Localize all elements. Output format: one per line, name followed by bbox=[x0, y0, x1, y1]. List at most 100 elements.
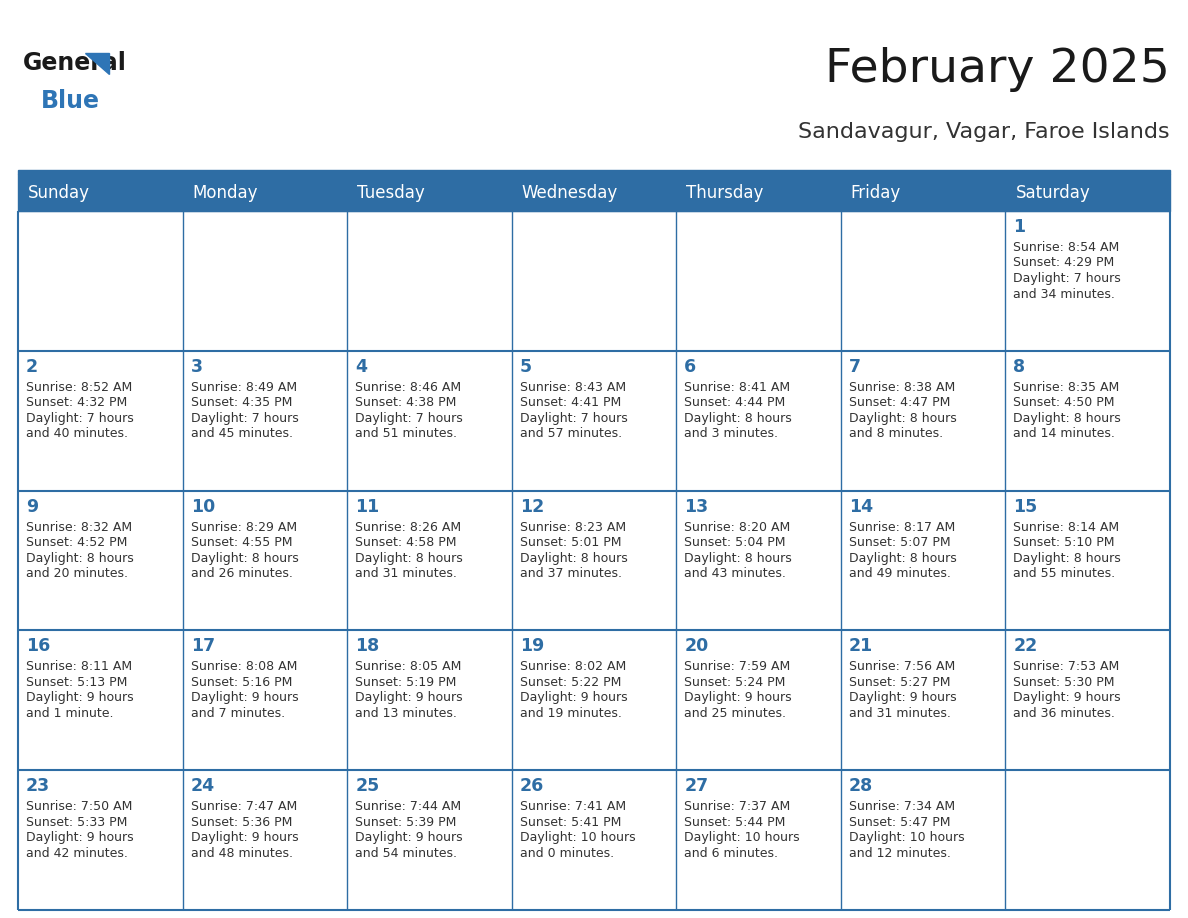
Text: Daylight: 8 hours: Daylight: 8 hours bbox=[26, 552, 134, 565]
Bar bbox=[1005, 351, 1170, 490]
Text: 26: 26 bbox=[519, 778, 544, 795]
Text: 14: 14 bbox=[849, 498, 873, 516]
Bar bbox=[347, 490, 512, 631]
Text: and 54 minutes.: and 54 minutes. bbox=[355, 846, 457, 859]
Text: Sunset: 4:58 PM: Sunset: 4:58 PM bbox=[355, 536, 456, 549]
Text: 9: 9 bbox=[26, 498, 38, 516]
Text: Daylight: 8 hours: Daylight: 8 hours bbox=[190, 552, 298, 565]
Bar bbox=[347, 631, 512, 770]
Bar bbox=[347, 770, 512, 910]
Text: Sunrise: 8:32 AM: Sunrise: 8:32 AM bbox=[26, 521, 132, 533]
Text: Daylight: 8 hours: Daylight: 8 hours bbox=[684, 412, 792, 425]
Text: and 49 minutes.: and 49 minutes. bbox=[849, 567, 950, 580]
Bar bbox=[676, 770, 841, 910]
Text: and 48 minutes.: and 48 minutes. bbox=[190, 846, 292, 859]
Text: Daylight: 9 hours: Daylight: 9 hours bbox=[684, 691, 792, 704]
Text: Sunset: 4:38 PM: Sunset: 4:38 PM bbox=[355, 397, 456, 409]
Text: 11: 11 bbox=[355, 498, 379, 516]
Text: Daylight: 9 hours: Daylight: 9 hours bbox=[190, 691, 298, 704]
Text: and 51 minutes.: and 51 minutes. bbox=[355, 427, 457, 441]
Text: Sunrise: 7:53 AM: Sunrise: 7:53 AM bbox=[1013, 660, 1119, 674]
Text: Sunset: 4:50 PM: Sunset: 4:50 PM bbox=[1013, 397, 1114, 409]
Bar bbox=[512, 351, 676, 490]
Text: and 36 minutes.: and 36 minutes. bbox=[1013, 707, 1116, 720]
Text: Sunset: 5:19 PM: Sunset: 5:19 PM bbox=[355, 676, 456, 688]
Text: Daylight: 8 hours: Daylight: 8 hours bbox=[849, 412, 956, 425]
Text: Sunset: 5:36 PM: Sunset: 5:36 PM bbox=[190, 816, 292, 829]
Text: Daylight: 7 hours: Daylight: 7 hours bbox=[190, 412, 298, 425]
Text: Daylight: 7 hours: Daylight: 7 hours bbox=[26, 412, 134, 425]
Text: and 45 minutes.: and 45 minutes. bbox=[190, 427, 292, 441]
Text: Sunrise: 7:34 AM: Sunrise: 7:34 AM bbox=[849, 800, 955, 813]
Text: Daylight: 9 hours: Daylight: 9 hours bbox=[355, 691, 463, 704]
Text: Tuesday: Tuesday bbox=[358, 184, 425, 201]
Text: Daylight: 10 hours: Daylight: 10 hours bbox=[684, 831, 800, 845]
Text: Sunrise: 8:46 AM: Sunrise: 8:46 AM bbox=[355, 381, 461, 394]
Bar bbox=[512, 490, 676, 631]
Bar bbox=[512, 211, 676, 351]
Text: 24: 24 bbox=[190, 778, 215, 795]
Text: and 6 minutes.: and 6 minutes. bbox=[684, 846, 778, 859]
Text: Daylight: 9 hours: Daylight: 9 hours bbox=[26, 831, 133, 845]
Bar bbox=[841, 351, 1005, 490]
Text: Daylight: 7 hours: Daylight: 7 hours bbox=[355, 412, 463, 425]
Text: Sunrise: 8:14 AM: Sunrise: 8:14 AM bbox=[1013, 521, 1119, 533]
Bar bbox=[18, 170, 1170, 174]
Text: and 31 minutes.: and 31 minutes. bbox=[355, 567, 457, 580]
Bar bbox=[183, 351, 347, 490]
Text: Sunset: 5:27 PM: Sunset: 5:27 PM bbox=[849, 676, 950, 688]
Text: Sunset: 4:29 PM: Sunset: 4:29 PM bbox=[1013, 256, 1114, 270]
Text: Sunrise: 8:35 AM: Sunrise: 8:35 AM bbox=[1013, 381, 1119, 394]
Text: Sunset: 4:44 PM: Sunset: 4:44 PM bbox=[684, 397, 785, 409]
Text: Blue: Blue bbox=[42, 89, 100, 113]
Bar bbox=[18, 770, 183, 910]
Text: 23: 23 bbox=[26, 778, 50, 795]
Text: Sunset: 5:24 PM: Sunset: 5:24 PM bbox=[684, 676, 785, 688]
Bar bbox=[512, 174, 676, 211]
Bar bbox=[841, 174, 1005, 211]
Text: 19: 19 bbox=[519, 637, 544, 655]
Text: Sunrise: 7:37 AM: Sunrise: 7:37 AM bbox=[684, 800, 790, 813]
Bar bbox=[676, 174, 841, 211]
Text: and 40 minutes.: and 40 minutes. bbox=[26, 427, 128, 441]
Text: 12: 12 bbox=[519, 498, 544, 516]
Text: 15: 15 bbox=[1013, 498, 1037, 516]
Polygon shape bbox=[86, 53, 109, 73]
Text: and 3 minutes.: and 3 minutes. bbox=[684, 427, 778, 441]
Text: and 37 minutes.: and 37 minutes. bbox=[519, 567, 621, 580]
Text: Sunrise: 8:26 AM: Sunrise: 8:26 AM bbox=[355, 521, 461, 533]
Text: Daylight: 8 hours: Daylight: 8 hours bbox=[519, 552, 627, 565]
Bar bbox=[1005, 490, 1170, 631]
Text: Wednesday: Wednesday bbox=[522, 184, 618, 201]
Text: and 8 minutes.: and 8 minutes. bbox=[849, 427, 943, 441]
Text: Daylight: 10 hours: Daylight: 10 hours bbox=[849, 831, 965, 845]
Text: Daylight: 8 hours: Daylight: 8 hours bbox=[1013, 412, 1121, 425]
Text: Sunset: 4:47 PM: Sunset: 4:47 PM bbox=[849, 397, 950, 409]
Text: Sunrise: 8:20 AM: Sunrise: 8:20 AM bbox=[684, 521, 790, 533]
Text: Sunrise: 8:29 AM: Sunrise: 8:29 AM bbox=[190, 521, 297, 533]
Text: Thursday: Thursday bbox=[687, 184, 764, 201]
Text: and 20 minutes.: and 20 minutes. bbox=[26, 567, 128, 580]
Text: Sunrise: 8:41 AM: Sunrise: 8:41 AM bbox=[684, 381, 790, 394]
Text: and 31 minutes.: and 31 minutes. bbox=[849, 707, 950, 720]
Text: Daylight: 7 hours: Daylight: 7 hours bbox=[1013, 272, 1121, 285]
Text: Daylight: 10 hours: Daylight: 10 hours bbox=[519, 831, 636, 845]
Text: General: General bbox=[23, 51, 127, 75]
Text: Sunrise: 8:54 AM: Sunrise: 8:54 AM bbox=[1013, 241, 1119, 254]
Bar bbox=[183, 490, 347, 631]
Text: Sunset: 5:16 PM: Sunset: 5:16 PM bbox=[190, 676, 292, 688]
Text: Sunrise: 7:50 AM: Sunrise: 7:50 AM bbox=[26, 800, 132, 813]
Text: and 14 minutes.: and 14 minutes. bbox=[1013, 427, 1116, 441]
Text: Daylight: 8 hours: Daylight: 8 hours bbox=[1013, 552, 1121, 565]
Text: Sunrise: 7:59 AM: Sunrise: 7:59 AM bbox=[684, 660, 790, 674]
Text: Sunrise: 7:47 AM: Sunrise: 7:47 AM bbox=[190, 800, 297, 813]
Text: 6: 6 bbox=[684, 358, 696, 375]
Text: 3: 3 bbox=[190, 358, 203, 375]
Text: 16: 16 bbox=[26, 637, 50, 655]
Text: Sunset: 4:41 PM: Sunset: 4:41 PM bbox=[519, 397, 621, 409]
Bar bbox=[347, 174, 512, 211]
Text: 20: 20 bbox=[684, 637, 708, 655]
Text: Daylight: 7 hours: Daylight: 7 hours bbox=[519, 412, 627, 425]
Text: and 26 minutes.: and 26 minutes. bbox=[190, 567, 292, 580]
Bar bbox=[18, 631, 183, 770]
